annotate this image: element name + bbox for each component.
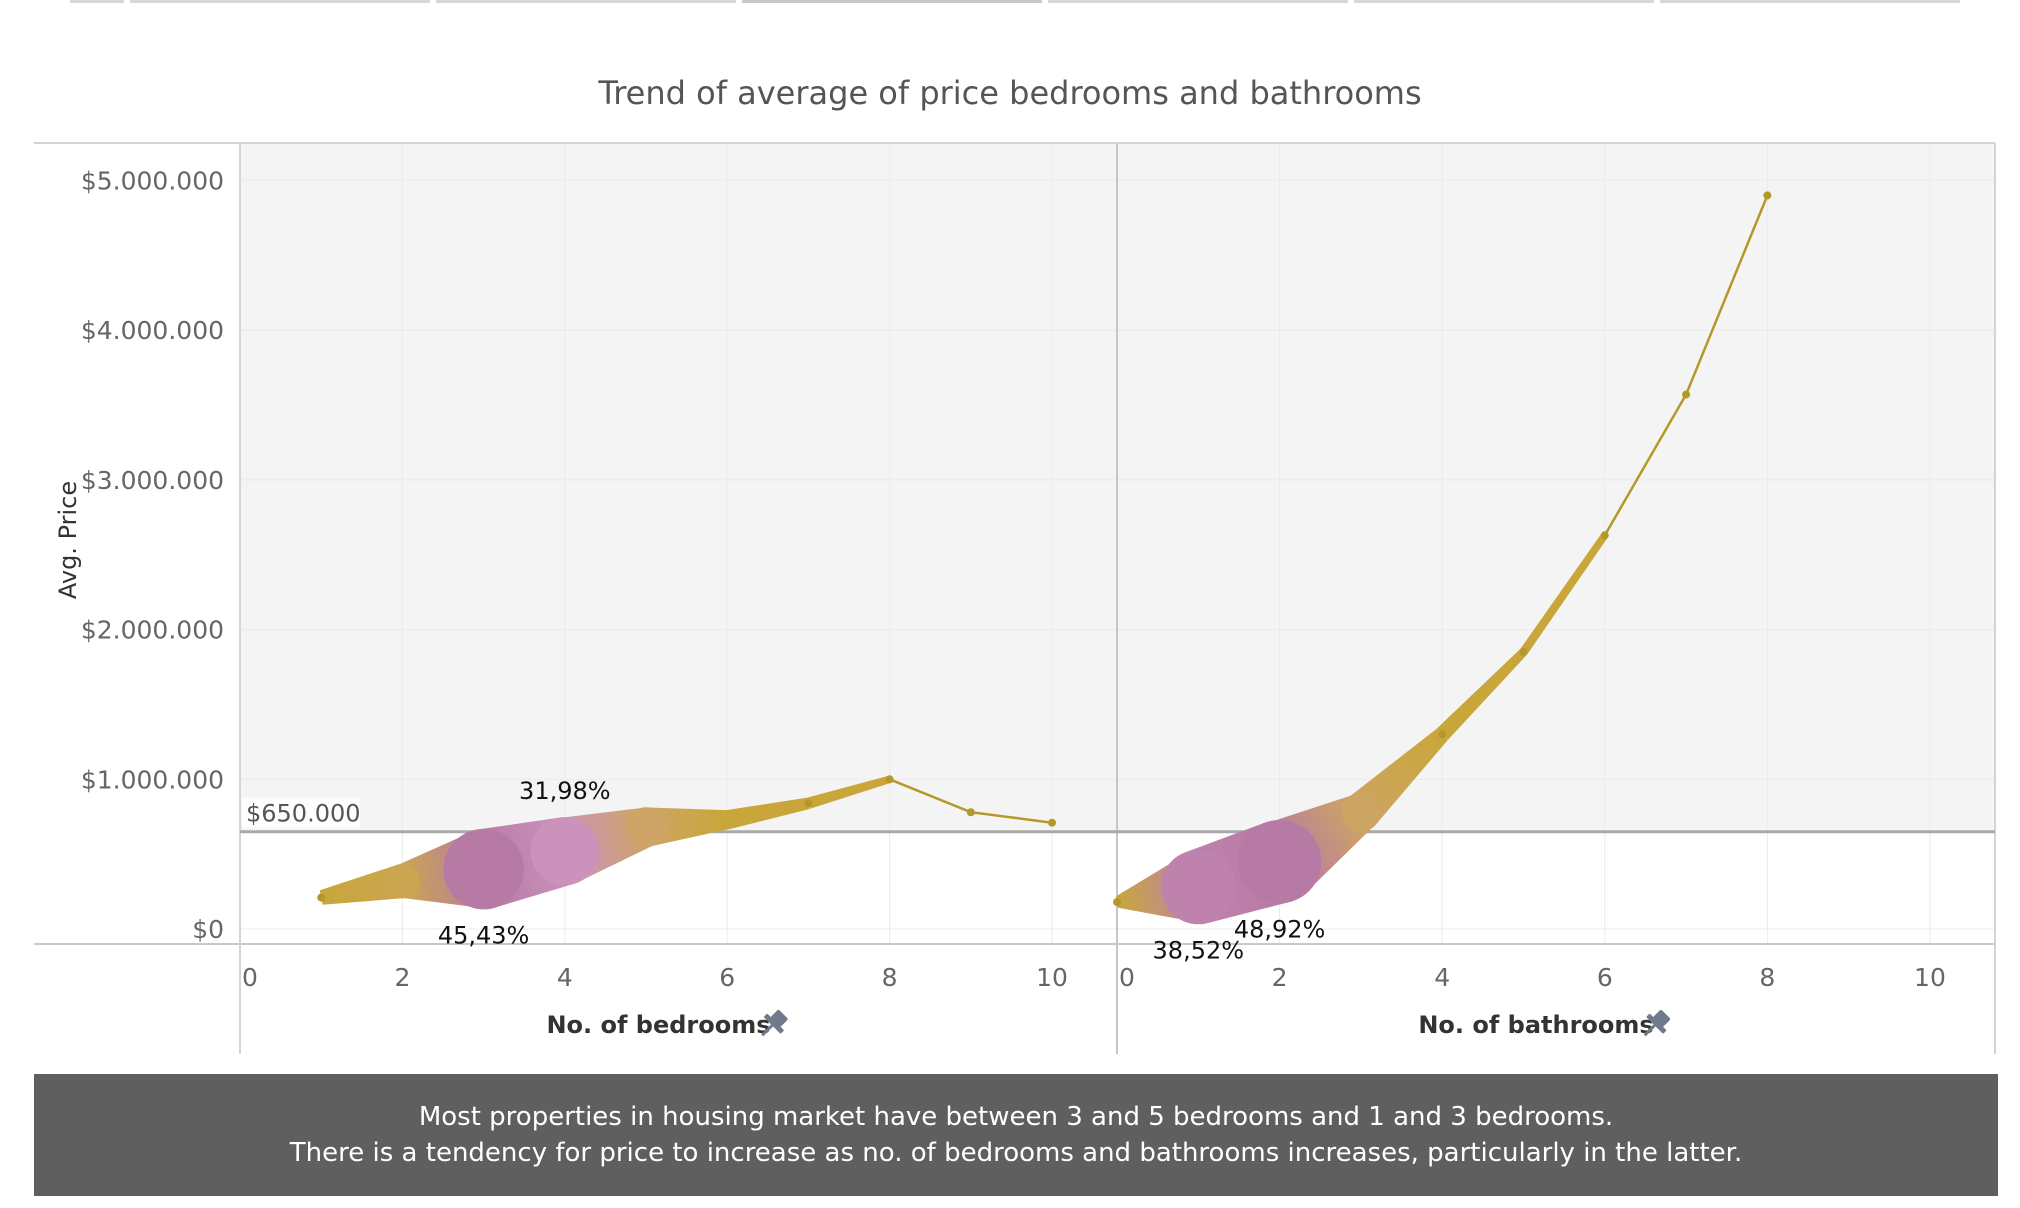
reference-line-label-bg bbox=[242, 797, 360, 828]
x-tick-label: 10 bbox=[1036, 963, 1068, 992]
data-point[interactable] bbox=[1237, 819, 1322, 904]
data-point[interactable] bbox=[530, 817, 599, 886]
tab-stub[interactable] bbox=[1048, 0, 1348, 3]
data-point[interactable] bbox=[717, 810, 737, 830]
band-segment bbox=[725, 797, 810, 830]
data-point[interactable] bbox=[1600, 531, 1609, 540]
x-tick-label: 0 bbox=[242, 963, 258, 992]
y-axis-title: Avg. Price bbox=[54, 481, 82, 599]
x-tick-label: 4 bbox=[557, 963, 573, 992]
y-tick-label: $2.000.000 bbox=[81, 616, 224, 645]
data-point[interactable] bbox=[1682, 390, 1691, 399]
data-label: 31,98% bbox=[519, 777, 611, 805]
data-point[interactable] bbox=[966, 808, 975, 817]
panel-background-upper bbox=[1117, 143, 1995, 832]
chart-marks bbox=[240, 191, 1995, 925]
chart-labels: $650.000 45,43% 31,98% 38,52%48,92% bbox=[242, 777, 1325, 964]
x-axis-title: No. of bathrooms bbox=[1418, 1011, 1653, 1039]
axes: $0 $1.000.000 $2.000.000 $3.000.000 $4.000.0… bbox=[54, 166, 1946, 1044]
x-axis-title: No. of bedrooms bbox=[546, 1011, 770, 1039]
x-tick-label: 2 bbox=[394, 963, 410, 992]
data-label: 45,43% bbox=[438, 921, 530, 949]
band-segment bbox=[1519, 533, 1608, 655]
pin-icon-needle bbox=[1643, 1024, 1656, 1037]
y-tick-label: $3.000.000 bbox=[81, 466, 224, 495]
pin-icon-needle bbox=[761, 1024, 774, 1037]
top-tab-strip bbox=[0, 0, 2020, 4]
panel-background-upper bbox=[240, 143, 1117, 832]
chart-frame bbox=[34, 142, 1996, 1054]
reference-line-label: $650.000 bbox=[246, 800, 361, 828]
y-tick-label: $1.000.000 bbox=[81, 765, 224, 794]
x-tick-label: 0 bbox=[1119, 963, 1135, 992]
data-point[interactable] bbox=[443, 828, 524, 910]
band-segment bbox=[1436, 648, 1527, 740]
data-point[interactable] bbox=[1438, 730, 1447, 739]
x-tick-label: 2 bbox=[1272, 963, 1288, 992]
tab-stub[interactable] bbox=[70, 0, 124, 3]
tab-stub[interactable] bbox=[130, 0, 430, 3]
data-point[interactable] bbox=[1341, 792, 1381, 832]
tab-stub[interactable] bbox=[1354, 0, 1654, 3]
caption-line-1: Most properties in housing market have b… bbox=[418, 1102, 1614, 1132]
band-segment bbox=[644, 807, 729, 847]
pin-icon-collar bbox=[764, 1013, 784, 1034]
pin-icon[interactable] bbox=[754, 1006, 792, 1044]
band-segment bbox=[319, 864, 406, 905]
tab-stub[interactable] bbox=[436, 0, 736, 3]
pin-icon[interactable] bbox=[1636, 1006, 1674, 1044]
tab-stub[interactable] bbox=[1660, 0, 1960, 3]
band-segment bbox=[806, 775, 891, 809]
x-tick-label: 4 bbox=[1434, 963, 1450, 992]
data-point[interactable] bbox=[1113, 898, 1121, 907]
insight-caption: Most properties in housing market have b… bbox=[34, 1074, 1998, 1196]
chart-title: Trend of average of price bedrooms and b… bbox=[598, 74, 1422, 112]
data-point[interactable] bbox=[1161, 849, 1236, 925]
x-tick-label: 10 bbox=[1914, 963, 1946, 992]
data-point[interactable] bbox=[626, 807, 666, 848]
data-point[interactable] bbox=[317, 893, 326, 902]
x-tick-label: 8 bbox=[1759, 963, 1775, 992]
data-point[interactable] bbox=[1519, 648, 1528, 657]
data-point[interactable] bbox=[385, 863, 420, 899]
x-tick-label: 6 bbox=[719, 963, 735, 992]
chart-canvas: $0 $1.000.000 $2.000.000 $3.000.000 $4.000.0… bbox=[34, 142, 1996, 1054]
y-tick-label: $5.000.000 bbox=[81, 166, 224, 195]
data-point[interactable] bbox=[885, 775, 894, 784]
y-tick-label: $4.000.000 bbox=[81, 316, 224, 345]
data-point[interactable] bbox=[1048, 818, 1057, 827]
x-tick-label: 6 bbox=[1597, 963, 1613, 992]
caption-line-2: There is a tendency for price to increas… bbox=[289, 1138, 1743, 1168]
y-tick-label: $0 bbox=[192, 915, 224, 944]
x-tick-label: 8 bbox=[882, 963, 898, 992]
tab-stub[interactable] bbox=[742, 0, 1042, 3]
data-point[interactable] bbox=[804, 799, 813, 808]
data-point[interactable] bbox=[1763, 191, 1772, 200]
pin-icon-collar bbox=[1646, 1013, 1667, 1034]
data-label: 48,92% bbox=[1234, 915, 1326, 943]
data-label: 38,52% bbox=[1153, 936, 1245, 964]
